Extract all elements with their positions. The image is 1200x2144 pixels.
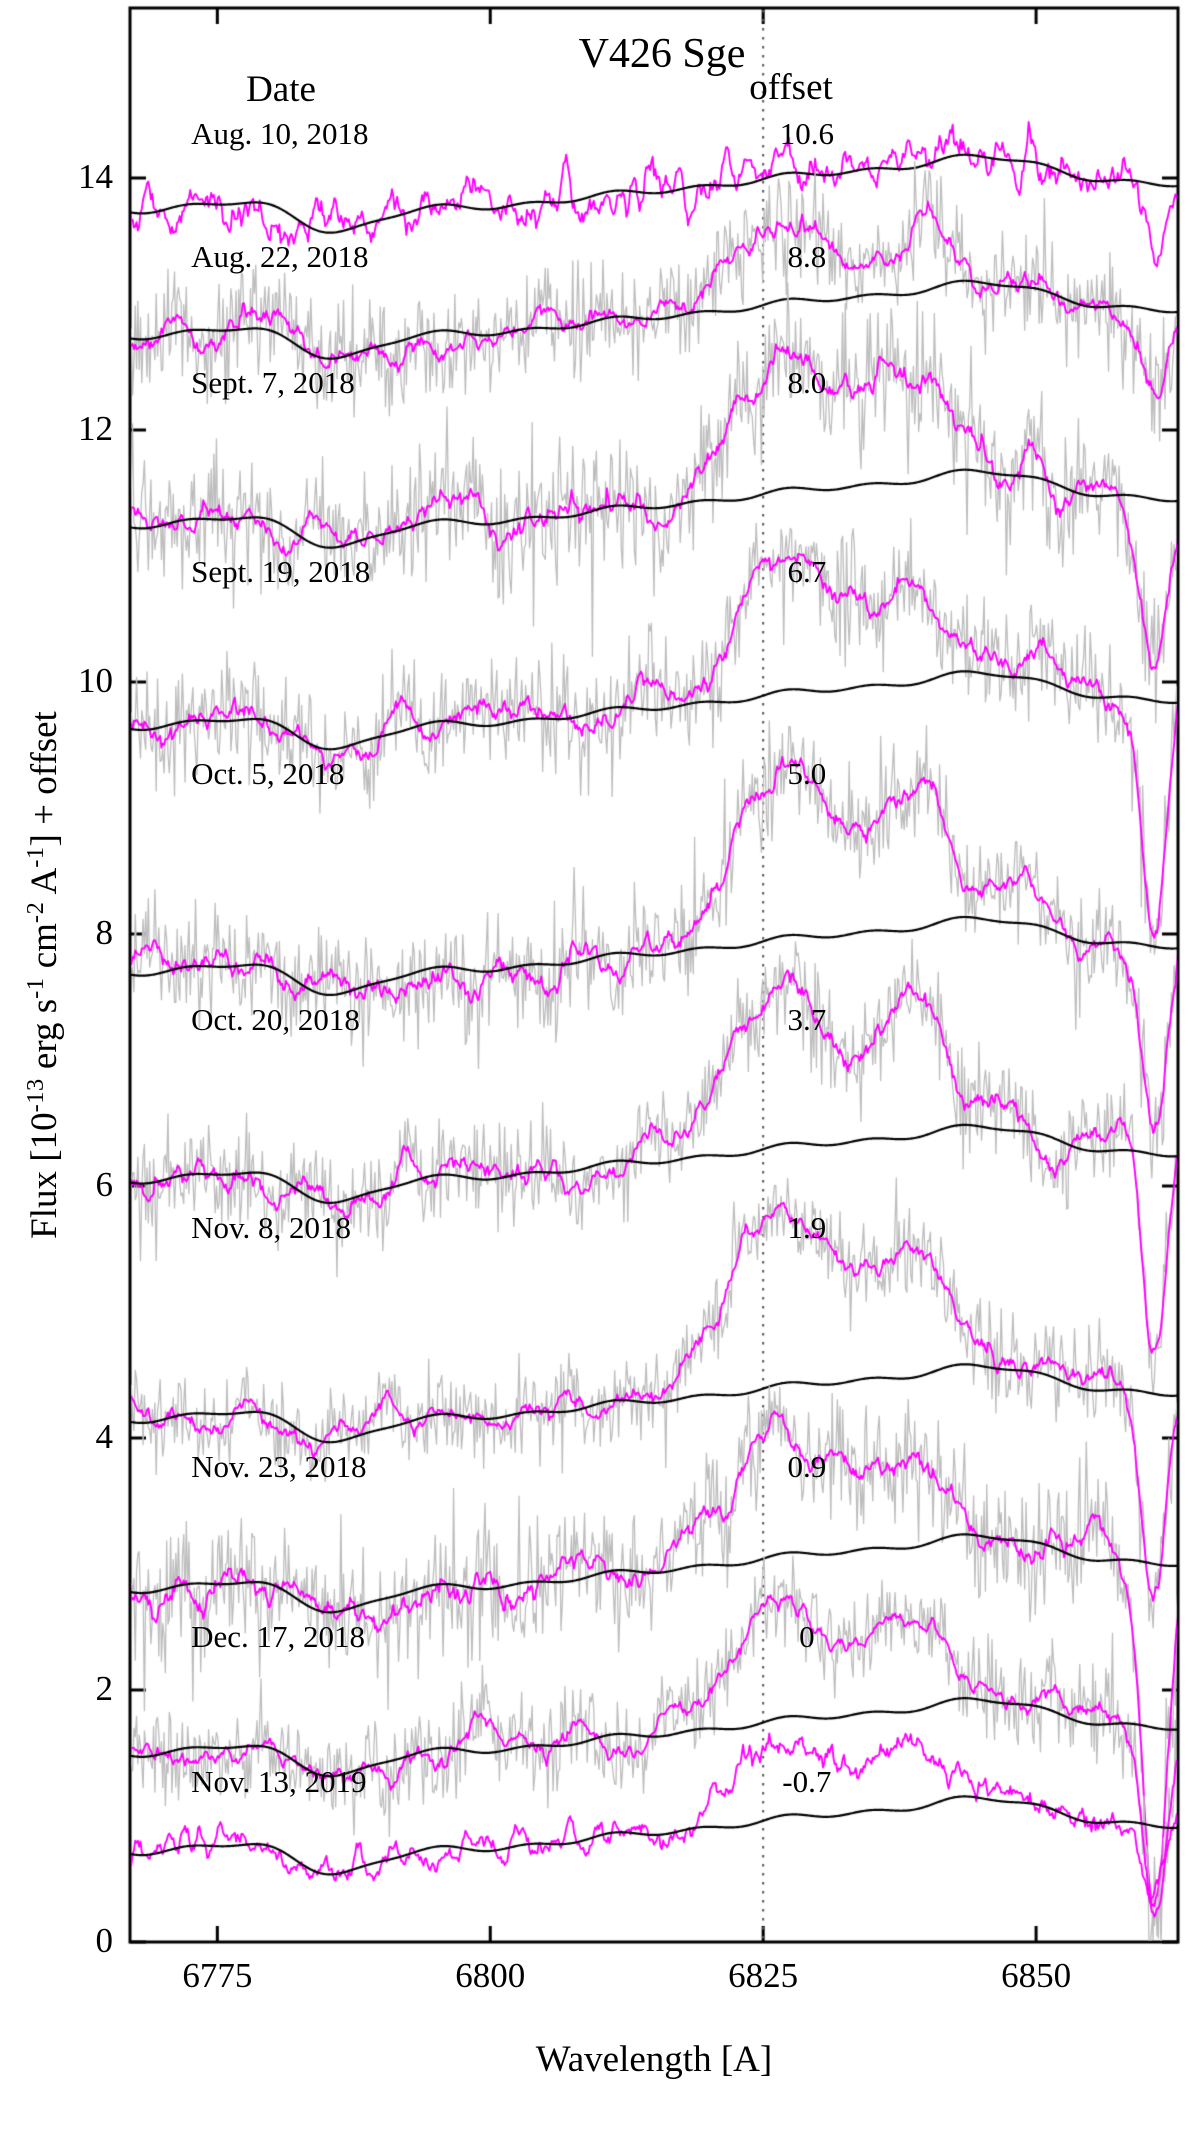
series-date-label: Aug. 22, 2018 [191,239,369,275]
series-offset-label: 8.8 [787,239,827,275]
series-date-label: Dec. 17, 2018 [191,1619,366,1655]
offset-column-header: offset [749,67,833,108]
series-offset-label: 0.9 [787,1449,827,1484]
y-tick-label: 2 [95,1669,114,1709]
y-tick-label: 4 [95,1417,114,1457]
series-offset-label: 5.0 [787,756,827,792]
series-offset-label: 8.0 [787,365,827,401]
series-date-label: Aug. 10, 2018 [191,115,369,151]
series-date-label: Nov. 8, 2018 [191,1209,351,1245]
date-column-header: Date [246,69,316,110]
chart-title: V426 Sge [578,31,746,77]
x-tick-label: 6850 [1001,1956,1072,1995]
y-tick-label: 0 [95,1921,114,1961]
series-offset-label: 1.9 [787,1209,827,1245]
y-tick-label: 12 [78,409,113,449]
series-offset-label: 3.7 [787,1001,827,1037]
y-tick-label: 14 [78,157,113,197]
series-date-label: Oct. 20, 2018 [191,1001,360,1037]
series-date-label: Sept. 7, 2018 [191,365,355,401]
x-tick-label: 6775 [182,1956,253,1995]
y-tick-label: 8 [95,913,114,953]
series-offset-label: 6.7 [787,554,827,590]
series-offset-label: -0.7 [782,1763,832,1799]
x-axis-label: Wavelength [A] [535,2039,773,2080]
y-tick-label: 10 [78,661,113,701]
series-offset-label: 0 [799,1619,815,1655]
series-date-label: Sept. 19, 2018 [191,554,371,590]
x-tick-label: 6800 [455,1956,526,1995]
x-tick-label: 6825 [728,1956,799,1995]
y-tick-label: 6 [95,1165,114,1205]
series-offset-label: 10.6 [779,115,834,151]
series-date-label: Nov. 23, 2018 [191,1449,367,1484]
series-date-label: Oct. 5, 2018 [191,756,345,792]
series-date-label: Nov. 13, 2019 [191,1763,367,1799]
